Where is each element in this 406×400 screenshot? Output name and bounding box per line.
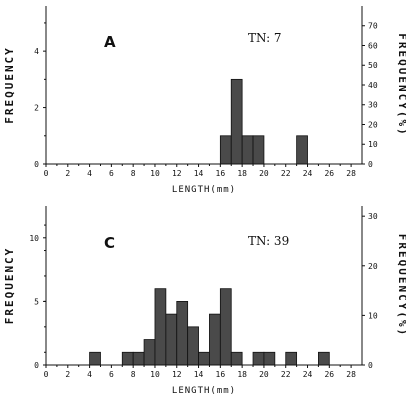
- histogram-bar: [198, 351, 210, 366]
- x-tick-label: 22: [281, 370, 291, 379]
- x-axis-title: LENGTH(mm): [172, 386, 236, 396]
- histogram-bar: [252, 351, 265, 366]
- x-tick-label: 4: [87, 169, 92, 178]
- x-tick-label: 18: [237, 169, 247, 178]
- y-tick-label-right: 0: [368, 361, 373, 370]
- y-axis-title-right: FREQUENCY(%): [396, 234, 406, 337]
- histogram-panel-c: 0 2 4 6 8 10 12 14 16 18 20 22 24 26 2805100102030LENG…: [3, 206, 406, 396]
- histogram-bar: [219, 288, 232, 366]
- histogram-bar: [230, 351, 243, 366]
- histogram-bar: [209, 313, 221, 366]
- histogram-bar: [132, 351, 145, 366]
- y-tick-label-right: 40: [368, 81, 378, 90]
- panel-label: A: [104, 33, 116, 51]
- y-tick-label-right: 30: [368, 212, 378, 221]
- x-tick-label: 28: [346, 370, 356, 379]
- x-tick-label: 10: [150, 370, 160, 379]
- panel-label: C: [104, 234, 115, 252]
- histogram-bar: [121, 351, 134, 366]
- y-tick-label-left: 5: [34, 297, 39, 306]
- total-number-annotation: TN: 39: [248, 234, 289, 248]
- histogram-bar: [230, 78, 243, 165]
- histogram-bar: [187, 326, 199, 366]
- histogram-bar: [318, 351, 330, 366]
- histogram-bar: [89, 351, 101, 366]
- x-tick-label: 24: [303, 370, 313, 379]
- x-tick-label: 2: [65, 169, 70, 178]
- x-tick-label: 12: [172, 169, 182, 178]
- x-tick-label: 0: [44, 370, 49, 379]
- x-tick-label: 26: [324, 169, 334, 178]
- y-tick-label-left: 10: [29, 234, 39, 243]
- y-tick-label-right: 20: [368, 120, 378, 129]
- x-tick-label: 22: [281, 169, 291, 178]
- y-tick-label-left: 0: [34, 361, 39, 370]
- x-tick-label: 2: [65, 370, 70, 379]
- histogram-bar: [219, 135, 232, 165]
- y-axis-title-right: FREQUENCY(%): [396, 33, 406, 136]
- x-tick-label: 28: [346, 169, 356, 178]
- x-tick-label: 24: [303, 169, 313, 178]
- histogram-bar: [176, 300, 189, 366]
- histogram-bar: [285, 351, 298, 366]
- x-tick-label: 6: [109, 370, 114, 379]
- x-tick-label: 0: [44, 169, 49, 178]
- y-tick-label-left: 4: [34, 47, 39, 56]
- y-tick-label-right: 20: [368, 262, 378, 271]
- x-tick-label: 8: [131, 169, 136, 178]
- x-tick-label: 8: [131, 370, 136, 379]
- histogram-bar: [241, 135, 254, 165]
- x-axis-title: LENGTH(mm): [172, 185, 236, 195]
- y-tick-label-right: 60: [368, 41, 378, 50]
- x-tick-label: 10: [150, 169, 160, 178]
- x-tick-label: 14: [194, 169, 204, 178]
- y-tick-label-right: 30: [368, 101, 378, 110]
- y-axis-title-left: FREQUENCY: [3, 46, 16, 124]
- y-tick-label-right: 70: [368, 22, 378, 31]
- y-axis-title-left: FREQUENCY: [3, 247, 16, 325]
- x-tick-label: 18: [237, 370, 247, 379]
- histogram-bar: [143, 339, 156, 366]
- histogram-bar: [154, 288, 167, 366]
- x-tick-label: 20: [259, 370, 269, 379]
- histogram-panel-a: 0 2 4 6 8 10 12 14 16 18 20 22 24 26 28024010203040506…: [3, 6, 406, 195]
- histogram-bar: [165, 313, 178, 366]
- histogram-bar: [296, 135, 308, 165]
- x-tick-label: 6: [109, 169, 114, 178]
- x-tick-label: 16: [216, 370, 226, 379]
- y-tick-label-right: 0: [368, 160, 373, 169]
- x-tick-label: 4: [87, 370, 92, 379]
- x-tick-label: 14: [194, 370, 204, 379]
- y-tick-label-right: 50: [368, 61, 378, 70]
- histogram-bar: [263, 351, 276, 366]
- x-tick-label: 12: [172, 370, 182, 379]
- y-tick-label-left: 0: [34, 160, 39, 169]
- x-tick-label: 16: [216, 169, 226, 178]
- total-number-annotation: TN: 7: [248, 31, 282, 45]
- y-tick-label-left: 2: [34, 104, 39, 113]
- y-tick-label-right: 10: [368, 311, 378, 320]
- x-tick-label: 26: [324, 370, 334, 379]
- y-tick-label-right: 10: [368, 140, 378, 149]
- histogram-bar: [252, 135, 265, 165]
- x-tick-label: 20: [259, 169, 269, 178]
